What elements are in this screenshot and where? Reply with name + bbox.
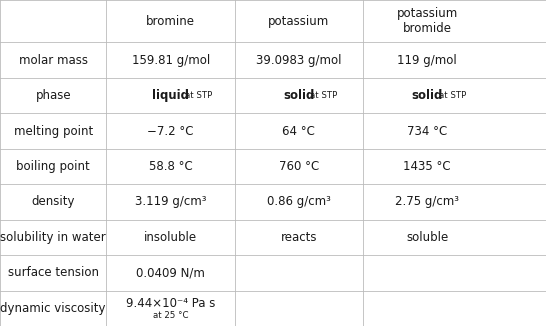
Text: soluble: soluble (406, 231, 448, 244)
Text: at STP: at STP (185, 91, 212, 100)
Text: molar mass: molar mass (19, 53, 88, 67)
Text: solubility in water: solubility in water (1, 231, 106, 244)
Text: 9.44×10⁻⁴ Pa s: 9.44×10⁻⁴ Pa s (126, 297, 215, 310)
Text: 734 °C: 734 °C (407, 125, 447, 138)
Text: insoluble: insoluble (144, 231, 197, 244)
Text: 159.81 g/mol: 159.81 g/mol (132, 53, 210, 67)
Text: 2.75 g/cm³: 2.75 g/cm³ (395, 195, 459, 208)
Text: 0.86 g/cm³: 0.86 g/cm³ (267, 195, 331, 208)
Text: potassium
bromide: potassium bromide (396, 7, 458, 35)
Text: 0.0409 N/m: 0.0409 N/m (136, 266, 205, 279)
Text: 760 °C: 760 °C (279, 160, 319, 173)
Text: density: density (32, 195, 75, 208)
Text: dynamic viscosity: dynamic viscosity (1, 302, 106, 315)
Text: at STP: at STP (438, 91, 466, 100)
Text: melting point: melting point (14, 125, 93, 138)
Text: 39.0983 g/mol: 39.0983 g/mol (256, 53, 342, 67)
Text: phase: phase (35, 89, 71, 102)
Text: −7.2 °C: −7.2 °C (147, 125, 194, 138)
Text: 1435 °C: 1435 °C (403, 160, 451, 173)
Text: 119 g/mol: 119 g/mol (397, 53, 457, 67)
Text: 64 °C: 64 °C (282, 125, 316, 138)
Text: 58.8 °C: 58.8 °C (149, 160, 193, 173)
Text: surface tension: surface tension (8, 266, 99, 279)
Text: at 25 °C: at 25 °C (153, 311, 188, 320)
Text: at STP: at STP (310, 91, 337, 100)
Text: 3.119 g/cm³: 3.119 g/cm³ (135, 195, 206, 208)
Text: reacts: reacts (281, 231, 317, 244)
Text: solid: solid (283, 89, 314, 102)
Text: potassium: potassium (268, 15, 330, 28)
Text: bromine: bromine (146, 15, 195, 28)
Text: solid: solid (412, 89, 443, 102)
Text: boiling point: boiling point (16, 160, 90, 173)
Text: liquid: liquid (152, 89, 189, 102)
